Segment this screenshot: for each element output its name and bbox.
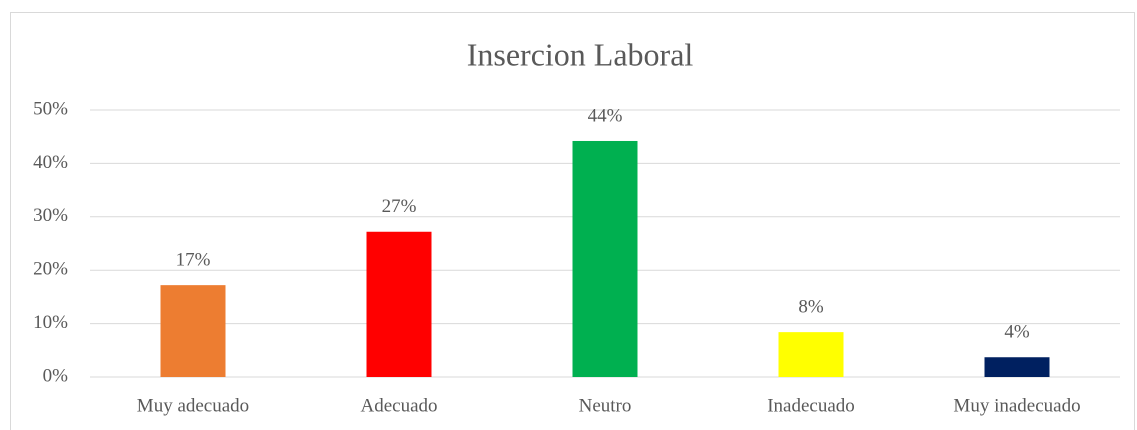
y-tick-label: 0% <box>43 365 69 386</box>
bar <box>366 231 432 377</box>
y-tick-label: 40% <box>33 152 68 173</box>
y-tick-label: 50% <box>33 98 68 119</box>
y-tick-label: 20% <box>33 259 68 280</box>
y-tick-label: 10% <box>33 312 68 333</box>
bar <box>778 332 844 377</box>
chart-title: Insercion Laboral <box>467 36 694 72</box>
x-tick-label: Adecuado <box>360 395 437 416</box>
x-tick-label: Neutro <box>579 395 632 416</box>
bar <box>160 285 226 377</box>
x-tick-label: Inadecuado <box>767 395 855 416</box>
bar <box>984 357 1050 377</box>
x-tick-label: Muy inadecuado <box>953 395 1080 416</box>
data-label: 4% <box>1004 322 1030 343</box>
bar <box>572 140 638 377</box>
data-label: 17% <box>176 250 211 271</box>
data-label: 27% <box>382 196 417 217</box>
data-label: 44% <box>588 105 623 126</box>
x-tick-label: Muy adecuado <box>137 395 249 416</box>
data-label: 8% <box>798 297 824 318</box>
y-tick-label: 30% <box>33 205 68 226</box>
